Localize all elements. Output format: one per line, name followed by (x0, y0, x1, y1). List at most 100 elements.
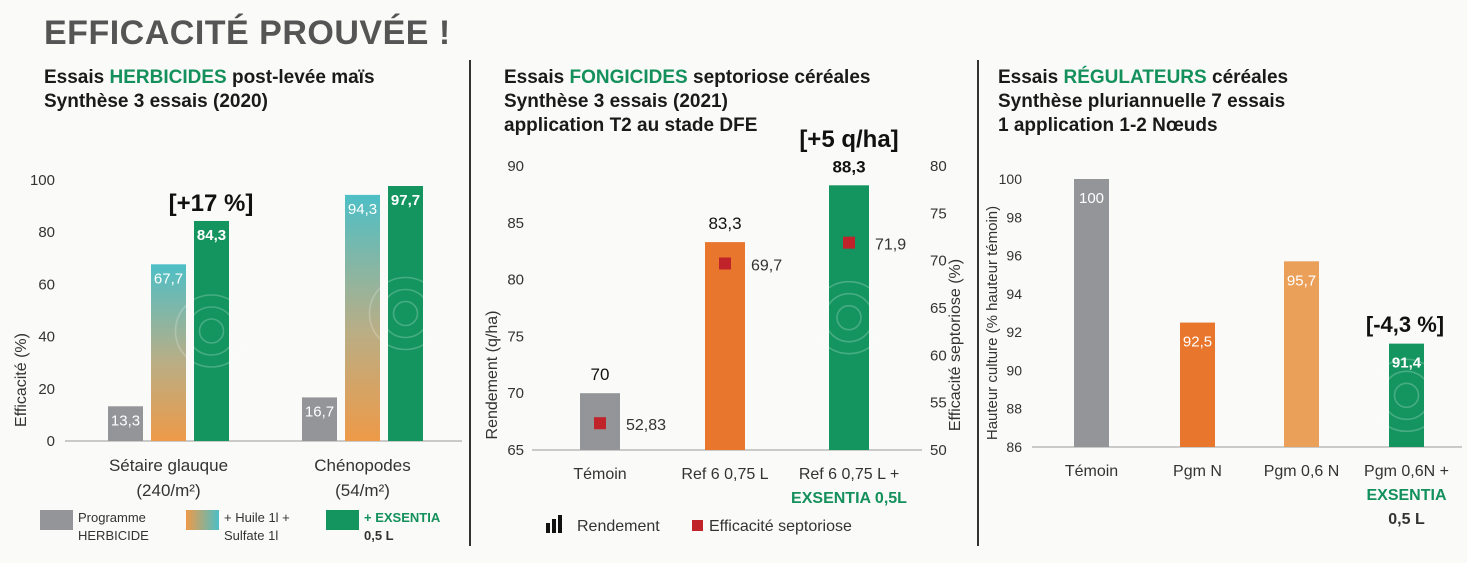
y-tick-label: 86 (1006, 439, 1022, 455)
legend-label: 0,5 L (364, 528, 394, 543)
regulateurs-title: Essais RÉGULATEURS céréales Synthèse plu… (998, 67, 1289, 136)
bar-rendement-2 (829, 185, 869, 450)
y-axis-label: Efficacité (%) (13, 333, 30, 427)
legend-label: Efficacité septoriose (709, 518, 852, 535)
legend-label: + EXSENTIA (364, 510, 441, 525)
category-label: EXSENTIA 0,5L (791, 490, 907, 507)
bar-value-label: 88,3 (832, 157, 865, 176)
y-tick-label: 96 (1006, 248, 1022, 264)
marker-efficacite-2 (843, 236, 855, 249)
y-axis-label-left: Rendement (q/ha) (484, 311, 501, 440)
bar-texture-ring (392, 300, 419, 327)
bar-value-label: 83,3 (708, 214, 741, 233)
y-tick-label-left: 85 (507, 215, 524, 232)
bar-value-label: 94,3 (348, 201, 377, 218)
y-tick-label: 80 (38, 224, 55, 241)
bar-texture-ring (1393, 382, 1420, 409)
bar-value-label: 100 (1079, 190, 1104, 207)
y-tick-label: 0 (47, 433, 55, 450)
marker-value-label: 71,9 (875, 237, 906, 254)
bar-1-1 (345, 194, 380, 441)
bar-texture-ring (836, 304, 862, 331)
y-axis-label-right: Efficacité septoriose (%) (947, 259, 964, 431)
legend-label: Programme (78, 510, 146, 525)
divider-right (977, 60, 979, 546)
legend-label: HERBICIDE (78, 528, 149, 543)
y-tick-label-right: 50 (930, 442, 947, 459)
y-tick-label-left: 75 (507, 328, 524, 345)
category-label: EXSENTIA (1366, 487, 1446, 504)
y-tick-label-right: 55 (930, 395, 947, 412)
herbicides-title: Essais HERBICIDES post-levée maïs Synthè… (44, 67, 375, 112)
category-label: Pgm 0,6N + (1364, 463, 1449, 480)
category-label: Ref 6 0,75 L + (799, 466, 899, 483)
bar-value-label: 84,3 (197, 227, 226, 244)
y-tick-label: 100 (30, 172, 55, 189)
bar-hauteur-2 (1284, 261, 1319, 447)
category-label: Témoin (573, 466, 626, 483)
bar-value-label: 16,7 (305, 403, 334, 420)
fongicides-title: Essais FONGICIDES septoriose céréales Sy… (504, 67, 871, 136)
bar-texture-ring (198, 318, 225, 344)
bar-2-1 (388, 186, 423, 441)
legend-icon-rendement (546, 523, 550, 533)
bar-rendement-1 (705, 242, 745, 450)
category-label: Pgm 0,6 N (1264, 463, 1340, 480)
bar-0-1 (302, 397, 337, 441)
bar-hauteur-0 (1074, 179, 1109, 447)
bar-texture-ring (368, 276, 443, 351)
y-tick-label-left: 90 (507, 158, 524, 175)
y-tick-label-right: 75 (930, 205, 947, 222)
y-tick-label-left: 70 (507, 385, 524, 402)
legend-icon-rendement (552, 519, 556, 533)
bar-value-label: 91,4 (1392, 355, 1422, 372)
category-label: Chénopodes (314, 456, 410, 475)
legend-swatch-0 (40, 510, 73, 530)
y-tick-label-left: 80 (507, 272, 524, 289)
bar-texture-ring (1381, 370, 1432, 421)
y-tick-label: 60 (38, 276, 55, 293)
bar-value-label: 70 (591, 365, 610, 384)
y-tick-label: 92 (1006, 324, 1022, 340)
y-tick-label: 98 (1006, 209, 1022, 225)
category-label: Témoin (1065, 463, 1118, 480)
bar-value-label: 95,7 (1287, 272, 1316, 289)
y-tick-label: 20 (38, 381, 55, 398)
bar-texture-ring (812, 280, 886, 355)
bar-texture-ring (1369, 358, 1444, 433)
bar-0-0 (108, 406, 143, 441)
legend-label: Rendement (577, 518, 660, 535)
legend-label: + Huile 1l + (224, 510, 290, 525)
marker-efficacite-0 (594, 417, 606, 430)
bar-value-label: 13,3 (111, 412, 140, 429)
bar-texture-ring (186, 306, 237, 356)
y-tick-label-right: 80 (930, 158, 947, 175)
legend-swatch-1 (186, 510, 219, 530)
legend-swatch-efficacite (692, 520, 703, 531)
bar-texture-ring (824, 292, 874, 343)
bar-value-label: 92,5 (1183, 334, 1212, 351)
divider-left (469, 60, 471, 546)
category-label: Ref 6 0,75 L (681, 466, 768, 483)
y-tick-label: 88 (1006, 401, 1022, 417)
marker-value-label: 69,7 (751, 258, 782, 275)
y-tick-label: 90 (1006, 362, 1022, 378)
legend-icon-rendement (558, 515, 562, 533)
legend-swatch-2 (326, 510, 359, 530)
page-title: EFFICACITÉ PROUVÉE ! (44, 14, 451, 52)
bar-hauteur-1 (1180, 322, 1215, 447)
marker-efficacite-1 (719, 257, 731, 270)
marker-value-label: 52,83 (626, 417, 666, 434)
annotation-gain: [+5 q/ha] (799, 126, 898, 153)
y-tick-label: 40 (38, 329, 55, 346)
category-label: Sétaire glauque (109, 456, 228, 475)
category-label: (240/m²) (136, 481, 200, 500)
y-tick-label-right: 70 (930, 253, 947, 270)
bar-texture-ring (174, 294, 249, 368)
bar-texture-ring (380, 288, 431, 339)
bar-hauteur-3 (1389, 343, 1424, 447)
bar-value-label: 97,7 (391, 192, 420, 209)
y-tick-label: 100 (999, 171, 1023, 187)
bar-1-0 (151, 264, 186, 441)
